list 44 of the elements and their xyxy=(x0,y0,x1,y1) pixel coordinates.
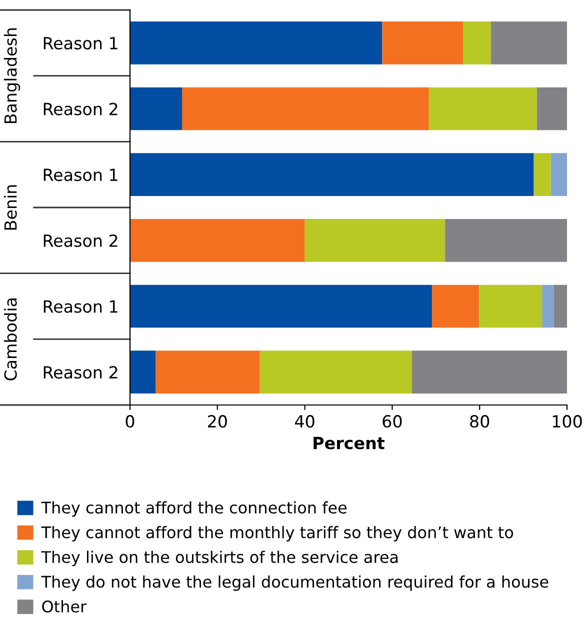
x-tick-label: 20 xyxy=(208,415,227,428)
bar xyxy=(130,22,382,64)
bar xyxy=(554,284,567,328)
legend-label: Other xyxy=(42,600,87,613)
bar xyxy=(156,350,260,394)
x-tick-label: 0 xyxy=(126,415,134,428)
x-tick-label: 60 xyxy=(382,415,402,428)
bar xyxy=(432,284,480,328)
bar xyxy=(550,153,567,196)
legend-label: They cannot afford the monthly tariff so they don’t want to xyxy=(41,526,514,542)
bar xyxy=(182,87,429,130)
text: Benin xyxy=(4,185,17,230)
bar xyxy=(534,153,551,196)
bar xyxy=(130,284,432,328)
text: Cambodia xyxy=(4,298,17,380)
y-tick-label: Reason 1 xyxy=(44,300,118,313)
text: Bangladesh xyxy=(4,28,20,124)
bar xyxy=(536,87,567,130)
x-axis-title: Percent xyxy=(314,436,384,450)
y-tick-label: Reason 1 xyxy=(44,168,118,182)
bar xyxy=(542,284,554,328)
bar xyxy=(130,219,305,262)
legend-label: They live on the outskirts of the service area xyxy=(41,550,398,566)
bar xyxy=(130,153,534,196)
bar xyxy=(260,350,412,394)
bar xyxy=(445,219,567,262)
legend-label: They do not have the legal documentation required for a house xyxy=(41,575,548,591)
bar xyxy=(412,350,567,394)
bar xyxy=(479,284,542,328)
bar xyxy=(462,22,491,64)
y-tick-label: Reason 2 xyxy=(44,234,118,247)
bar xyxy=(304,219,446,262)
legend-label: They cannot afford the connection fee xyxy=(41,501,347,517)
bar xyxy=(130,350,156,394)
x-tick-label: 40 xyxy=(295,415,314,428)
bar xyxy=(130,87,182,130)
y-tick-label: Reason 2 xyxy=(44,366,118,379)
bar xyxy=(428,87,537,130)
bar xyxy=(382,22,463,64)
x-tick-label: 80 xyxy=(470,415,490,428)
x-tick-label: 100 xyxy=(552,415,582,428)
bar xyxy=(490,22,567,64)
y-tick-label: Reason 1 xyxy=(44,37,118,50)
y-tick-label: Reason 2 xyxy=(44,102,118,116)
